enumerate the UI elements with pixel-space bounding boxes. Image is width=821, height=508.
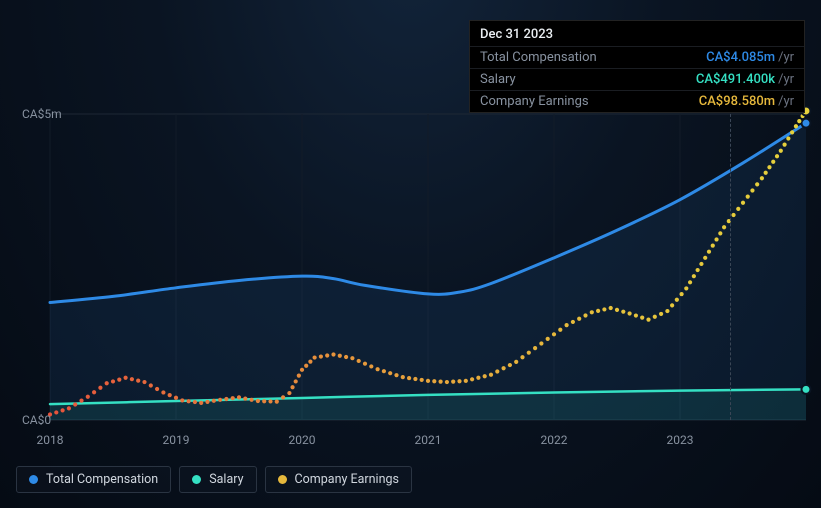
tooltip-row: SalaryCA$491.400k/yr: [470, 68, 804, 90]
tooltip-suffix: /yr: [778, 94, 794, 109]
tooltip-value: CA$491.400k: [696, 72, 775, 87]
legend-item-total_comp[interactable]: Total Compensation: [16, 466, 171, 493]
legend-label: Salary: [209, 472, 243, 487]
x-axis-label: 2022: [541, 433, 568, 447]
x-axis-label: 2019: [163, 433, 190, 447]
x-axis-label: 2020: [289, 433, 316, 447]
tooltip-value: CA$98.580m: [699, 94, 775, 109]
legend-item-salary[interactable]: Salary: [179, 466, 256, 493]
tooltip-suffix: /yr: [778, 72, 794, 87]
chart-tooltip: Dec 31 2023 Total CompensationCA$4.085m/…: [469, 20, 805, 113]
legend-label: Total Compensation: [46, 472, 158, 487]
y-axis-label: CA$0: [22, 413, 51, 427]
x-axis-label: 2023: [667, 433, 694, 447]
tooltip-date: Dec 31 2023: [470, 21, 804, 46]
chart-legend: Total Compensation Salary Company Earnings: [16, 466, 412, 493]
legend-item-earnings[interactable]: Company Earnings: [265, 466, 412, 493]
y-axis-label: CA$5m: [22, 107, 62, 121]
tooltip-label: Total Compensation: [480, 50, 706, 65]
x-axis-label: 2021: [415, 433, 442, 447]
tooltip-suffix: /yr: [778, 50, 794, 65]
tooltip-value: CA$4.085m: [706, 50, 775, 65]
chart-cursor-line: [730, 114, 731, 420]
tooltip-label: Salary: [480, 72, 696, 87]
tooltip-row: Company EarningsCA$98.580m/yr: [470, 90, 804, 112]
tooltip-label: Company Earnings: [480, 94, 699, 109]
legend-dot-icon: [278, 475, 287, 484]
tooltip-row: Total CompensationCA$4.085m/yr: [470, 46, 804, 68]
legend-dot-icon: [29, 475, 38, 484]
legend-dot-icon: [192, 475, 201, 484]
legend-label: Company Earnings: [295, 472, 399, 487]
x-axis-label: 2018: [37, 433, 64, 447]
